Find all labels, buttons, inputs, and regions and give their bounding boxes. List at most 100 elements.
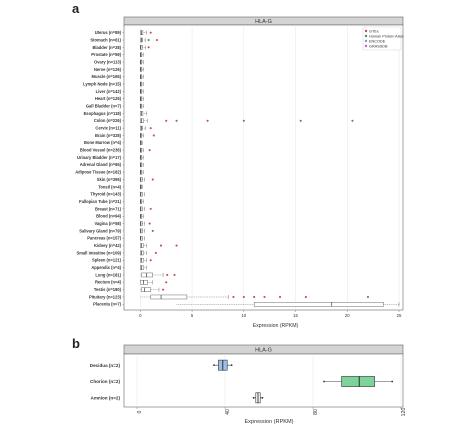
category-label: Lymph Node (n=15) [83,81,122,86]
data-point [230,364,233,367]
outlier-point [149,31,152,34]
category-label: Placenta (n=7) [93,302,122,307]
outlier-point [173,273,176,277]
category-label: Blood Vessel (n=236) [80,148,122,153]
category-label: Thyroid (n=143) [90,192,121,197]
outlier-point [159,244,163,247]
data-point [213,364,215,367]
box [140,250,144,256]
panel-a-letter: a [72,1,80,16]
plot-frame-a [123,24,404,311]
outlier-point [149,207,152,210]
legend-swatch [364,44,368,48]
legend-swatch [364,29,368,33]
category-label: Kidney (n=42) [94,243,122,248]
chart-title-a: HLA-G [255,19,272,25]
legend-label: GRASSDB [369,44,388,48]
category-label: Skin (n=395) [97,177,122,182]
box [140,118,144,123]
category-label: Vagina (n=58) [94,221,121,226]
x-tick-label: 80 [313,409,319,415]
outlier-point [304,295,307,299]
box [140,177,143,182]
box [140,258,144,263]
outlier-point [232,295,235,299]
outlier-point [147,38,150,42]
x-axis-title-b: Expression (RPKM) [244,419,293,425]
outlier-point [155,38,158,42]
outlier-point [299,119,302,122]
category-label: Pancreas (n=157) [87,236,121,241]
box [140,236,143,241]
category-label: Salivary Gland (n=79) [79,228,121,233]
category-label: Small Intestine (n=109) [77,250,122,255]
category-label: Uterus (n=89) [95,30,122,35]
category-label: Stomach (n=61) [90,37,121,42]
outlier-point [278,295,282,299]
category-label: Blood (n=94) [96,214,122,219]
box [140,243,144,248]
outlier-point [149,259,152,262]
x-tick-label: 10 [241,313,246,318]
x-tick-label: 20 [345,313,350,318]
box [140,228,143,234]
outlier-point [162,288,165,291]
box [141,272,153,278]
x-tick-label: 0 [137,410,143,413]
outlier-point [166,273,169,277]
category-label: Heart (n=125) [95,96,122,101]
category-label: Rectum (n=4) [95,280,122,285]
category-label: Muscle (n=165) [92,74,122,79]
x-tick-label: 5 [191,313,194,318]
outlier-point [151,178,154,181]
category-label: Spleen (n=121) [92,258,122,263]
x-tick-label: 40 [225,409,231,415]
category-label: Colon (n=226) [94,118,122,123]
box [341,376,375,387]
category-label: Cervix (n=11) [95,126,121,131]
outlier-point [165,281,168,284]
outlier-point [175,119,178,122]
category-label: Nerve (n=126) [94,67,122,72]
category-label: Testis (n=180) [94,287,122,292]
outlier-point [149,127,152,130]
outlier-point [206,119,209,122]
outlier-point [151,229,154,232]
x-axis-title-a: Expression (RPKM) [253,323,299,329]
outlier-point [351,119,354,122]
data-point [261,396,264,399]
x-tick-label: 25 [397,313,402,318]
legend-label: Human Protein Atlas [369,34,404,38]
outlier-point [154,251,157,254]
category-label: Adrenal Gland (n=65) [80,162,122,167]
category-label: Urinary Bladder (n=17) [77,155,122,160]
category-label: Bladder (n=28) [92,45,121,50]
outlier-point [242,295,245,299]
x-tick-label: 120 [401,408,407,417]
category-label: Esophagus (n=118) [84,111,122,116]
box [140,206,143,212]
legend-swatch [364,39,368,43]
legend-swatch [364,34,368,38]
category-label: Lung (n=181) [95,272,121,277]
data-point [391,380,394,383]
category-label: Pituitary (n=123) [89,294,122,299]
category-label: Bone Marrow (n=4) [84,140,122,145]
outlier-point [165,119,168,122]
category-label: Tonsil (n=4) [98,184,121,189]
x-tick-label: 0 [139,313,142,318]
outlier-point [175,244,178,247]
category-label: Ovary (n=113) [94,59,122,64]
box [140,221,143,226]
data-point [252,396,255,399]
outlier-point [253,295,256,299]
legend-label: ENCODE [369,39,386,43]
box [253,302,384,307]
legend-label: GTEx [369,29,379,33]
outlier-point [152,134,155,137]
outlier-point [148,149,151,152]
legend-box [362,26,402,51]
category-label: Appendix (n=4) [91,265,121,270]
x-tick-label: 15 [293,313,298,318]
